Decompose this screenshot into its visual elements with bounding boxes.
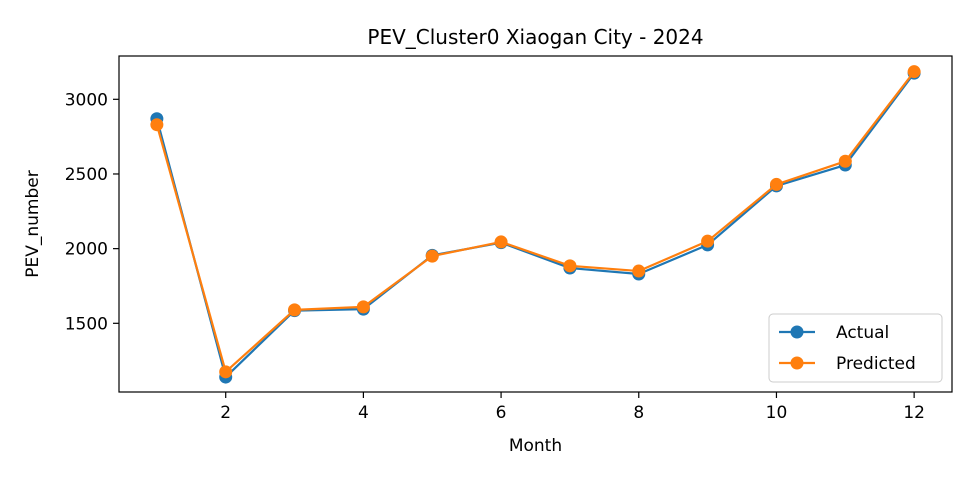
data-point-predicted — [632, 264, 646, 278]
x-tick-label: 2 — [220, 403, 231, 423]
chart-title: PEV_Cluster0 Xiaogan City - 2024 — [367, 25, 703, 49]
data-point-predicted — [838, 154, 852, 168]
y-tick-label: 2000 — [65, 240, 108, 260]
y-axis: 1500 2000 2500 3000 — [65, 90, 119, 334]
x-axis: 2 4 6 8 10 12 — [220, 392, 925, 423]
legend: Actual Predicted — [768, 313, 943, 383]
data-point-predicted — [769, 177, 783, 191]
legend-marker — [790, 325, 804, 339]
series-predicted — [150, 65, 921, 379]
y-tick-label: 2500 — [65, 165, 108, 185]
legend-item-actual: Actual — [779, 323, 889, 343]
legend-label: Predicted — [836, 354, 916, 374]
data-point-predicted — [563, 259, 577, 273]
plot-area — [118, 55, 953, 393]
plot-border — [118, 55, 953, 393]
y-tick-label: 3000 — [65, 90, 108, 110]
x-tick-label: 6 — [496, 403, 507, 423]
legend-label: Actual — [836, 323, 889, 343]
data-point-predicted — [425, 249, 439, 263]
legend-item-predicted: Predicted — [779, 354, 916, 374]
data-point-predicted — [494, 235, 508, 249]
data-point-predicted — [701, 234, 715, 248]
x-tick-label: 4 — [358, 403, 369, 423]
y-tick-label: 1500 — [65, 314, 108, 334]
legend-marker — [790, 356, 804, 370]
x-tick-label: 8 — [633, 403, 644, 423]
series-layer — [150, 65, 921, 384]
x-tick-label: 12 — [903, 403, 925, 423]
data-point-predicted — [219, 365, 233, 379]
y-axis-title: PEV_number — [23, 170, 43, 277]
data-point-predicted — [356, 300, 370, 314]
x-axis-title: Month — [509, 436, 562, 456]
x-tick-label: 10 — [766, 403, 788, 423]
data-point-predicted — [907, 65, 921, 79]
data-point-predicted — [150, 118, 164, 132]
series-line-predicted — [155, 71, 916, 373]
series-line-actual — [155, 72, 916, 379]
data-point-predicted — [288, 303, 302, 317]
